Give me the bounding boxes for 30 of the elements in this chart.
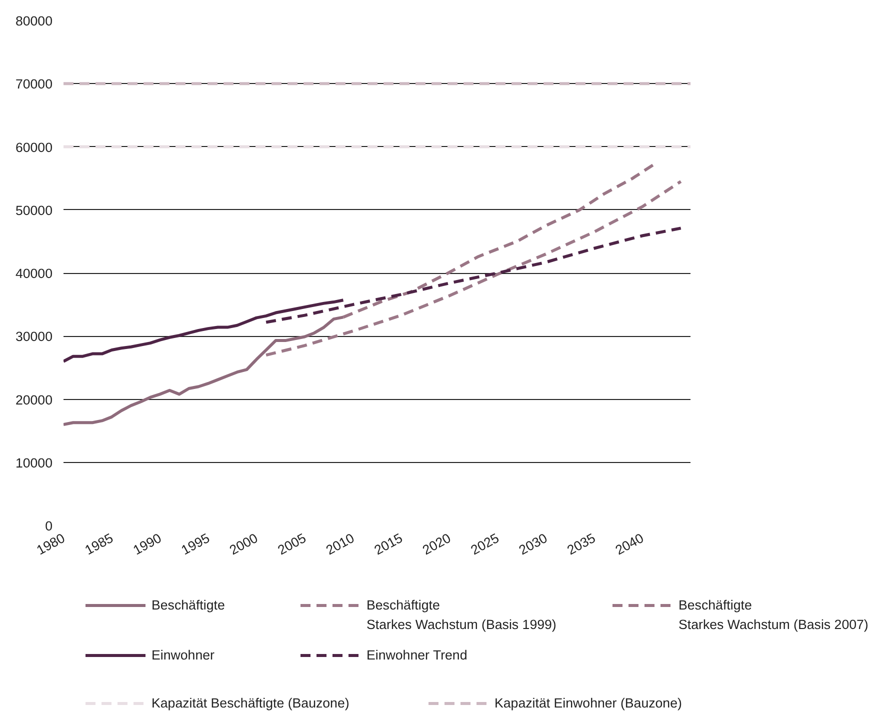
- y-tick-label: 20000: [15, 392, 52, 408]
- x-tick-label: 2040: [612, 530, 646, 558]
- x-tick-label: 1995: [178, 530, 212, 558]
- y-tick-label: 30000: [15, 329, 52, 344]
- y-tick-label: 10000: [15, 455, 52, 470]
- x-tick-label: 2000: [227, 530, 260, 558]
- y-tick-label: 70000: [15, 76, 52, 92]
- legend-label: Beschäftigte Starkes Wachstum (Basis 1999): [366, 598, 556, 632]
- line-series: [264, 226, 682, 324]
- x-tick-label: 1985: [82, 530, 116, 558]
- x-tick-label: 2010: [324, 530, 357, 558]
- legend-label: Beschäftigte Starkes Wachstum (Basis 2007): [678, 598, 868, 632]
- x-tick-label: 2015: [372, 530, 405, 558]
- x-tick-label: 2030: [516, 530, 550, 558]
- line-series: [64, 298, 345, 363]
- y-tick-label: 50000: [15, 202, 52, 218]
- legend-label: Einwohner Trend: [366, 648, 468, 662]
- legend-label: Einwohner: [152, 648, 216, 662]
- x-tick-label: 2005: [275, 530, 308, 558]
- line-series: [264, 180, 682, 357]
- legend-label: Kapazität Beschäftigte (Bauzone): [152, 696, 350, 710]
- x-tick-label: 2035: [564, 530, 598, 558]
- legend-label: Beschäftigte: [152, 598, 225, 612]
- legend-label: Kapazität Einwohner (Bauzone): [494, 696, 682, 710]
- y-tick-label: 60000: [15, 140, 52, 155]
- x-tick-label: 2020: [420, 530, 454, 558]
- x-tick-label: 1990: [130, 530, 164, 558]
- y-tick-label: 40000: [15, 266, 52, 281]
- x-tick-label: 2025: [468, 530, 502, 558]
- y-tick-label: 80000: [15, 14, 52, 28]
